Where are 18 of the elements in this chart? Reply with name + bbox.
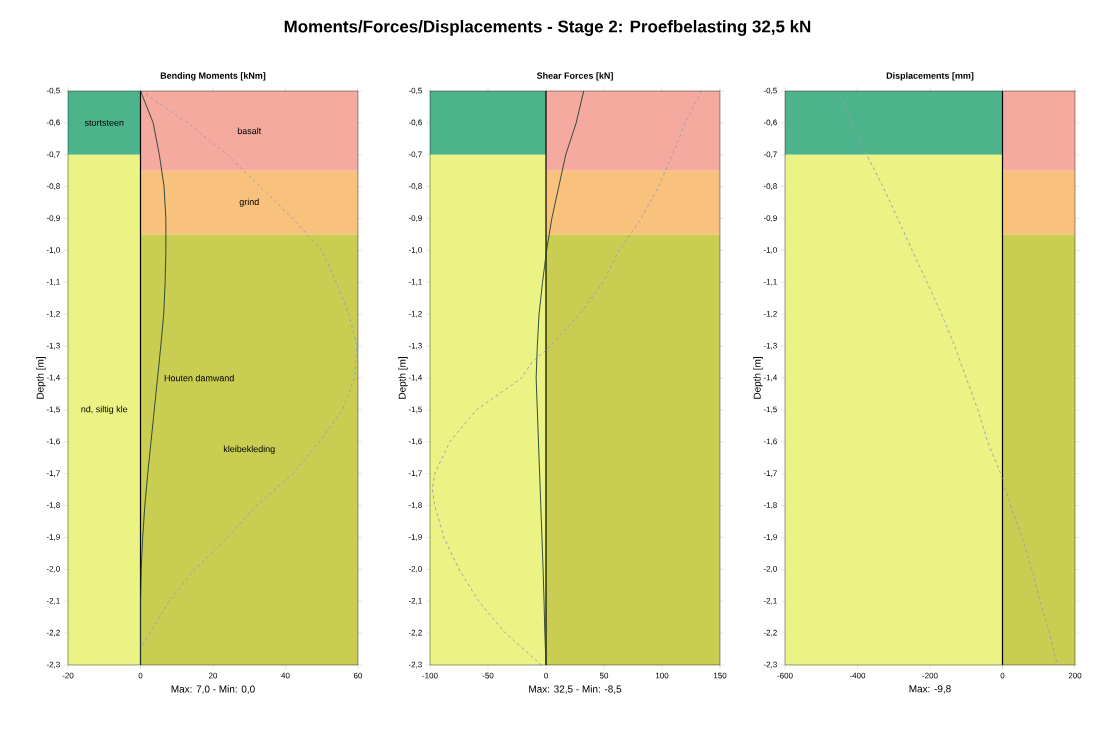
chart-subtitle: Displacements [mm] [886, 72, 974, 81]
band-label: basalt [237, 127, 262, 135]
chart-subtitle: Bending Moments [kNm] [160, 72, 266, 81]
band-label: grind [239, 198, 259, 207]
x-axis-title: Max: -9,8 [909, 685, 951, 694]
text: Moments/Forces/Displacements - Stage 2: Proefbelasting 32,5 kN [284, 20, 811, 36]
line-series [140, 90, 358, 650]
band-label: nd, siltig kle [81, 405, 128, 415]
y-axis-title: Depth [m] [398, 357, 408, 399]
y-axis-title: Depth [m] [36, 357, 46, 399]
chart-subtitle: Shear Forces [kN] [536, 72, 613, 81]
ref-line-label: Houten damwand [164, 374, 234, 382]
band-label: stortsteen [84, 119, 124, 126]
line-series [431, 90, 702, 666]
x-axis-title: Max: 7,0 - Min: 0,0 [171, 685, 255, 694]
band-label: kleibekleding [223, 445, 275, 454]
x-axis-title: Max: 32,5 - Min: -8,5 [529, 685, 622, 694]
y-axis-title: Depth [m] [753, 357, 763, 399]
